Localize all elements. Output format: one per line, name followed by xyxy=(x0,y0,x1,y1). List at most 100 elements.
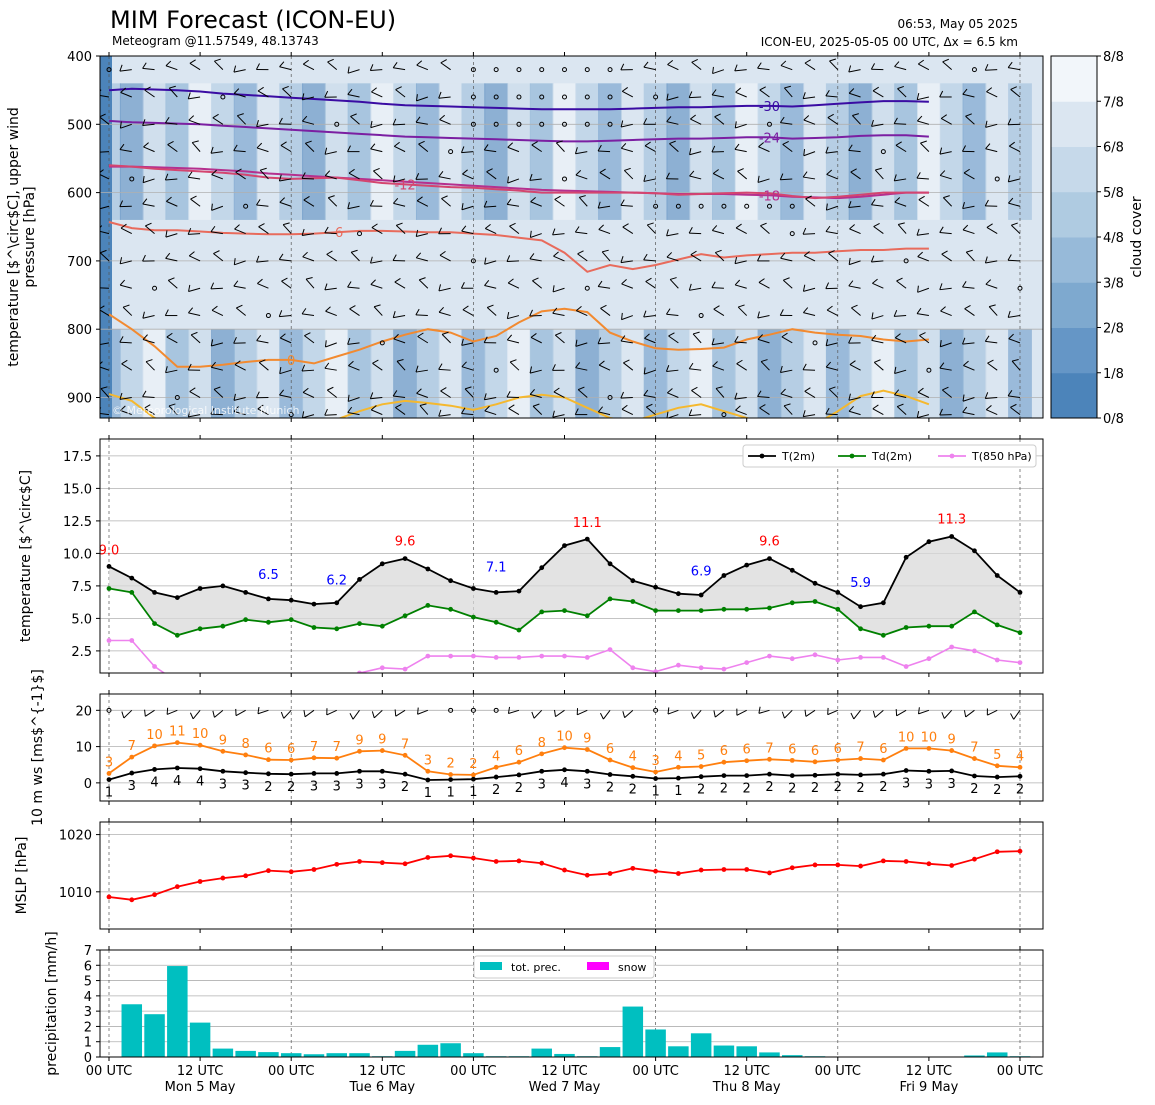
wind-barb xyxy=(392,390,406,399)
wind-speed-line-point xyxy=(789,773,795,779)
gust-label: 9 xyxy=(355,733,363,748)
cloud-cell xyxy=(939,329,964,418)
mslp-line-point xyxy=(152,892,157,898)
wind-barb xyxy=(737,304,748,316)
wind-barb xyxy=(918,707,930,715)
wind-speed-label: 2 xyxy=(697,783,705,798)
gust-line-point xyxy=(357,748,362,754)
wind-barb xyxy=(712,361,725,371)
y-tick-label: 5.0 xyxy=(71,612,92,627)
wind-barb xyxy=(119,64,132,72)
wind-speed-line-point xyxy=(266,771,271,777)
wind-barb xyxy=(691,58,702,71)
precip-bar xyxy=(417,1044,439,1057)
calm-marker xyxy=(721,203,727,209)
t2m-line-point xyxy=(767,556,772,561)
wind-barb xyxy=(715,386,725,398)
gust-label: 6 xyxy=(811,744,819,759)
wind-barb xyxy=(438,306,451,317)
wind-barb xyxy=(621,87,634,98)
y-tick-label: 2.5 xyxy=(71,645,92,660)
gust-label: 3 xyxy=(424,753,432,768)
t2m-line-point xyxy=(425,566,431,572)
td2m-line-point xyxy=(1017,630,1023,636)
wind-barb xyxy=(371,87,383,98)
wind-barb xyxy=(1007,310,1021,318)
t850-line-point xyxy=(653,669,658,673)
wind-barb xyxy=(620,199,633,207)
wind-barb xyxy=(531,709,543,719)
cloud-cell xyxy=(894,83,919,220)
y-tick-label: 800 xyxy=(67,323,92,338)
wind-barb xyxy=(145,222,155,234)
wind-barb xyxy=(416,60,429,71)
precip-bar xyxy=(121,1004,143,1057)
wind-barb xyxy=(984,256,998,264)
mslp-line-point xyxy=(539,860,545,866)
wind-barb xyxy=(599,710,611,720)
gust-label: 4 xyxy=(674,749,682,764)
calm-marker xyxy=(766,121,772,127)
wind-barb xyxy=(848,393,861,401)
wind-barb xyxy=(896,277,907,289)
td2m-line-point xyxy=(835,606,841,612)
wind-barb xyxy=(893,117,907,125)
y-tick-label: 700 xyxy=(67,255,92,270)
calm-marker xyxy=(607,94,613,100)
wind-barb xyxy=(189,59,201,71)
wind-barb xyxy=(483,144,497,153)
calm-marker xyxy=(698,203,704,209)
isotherm-label: 0 xyxy=(287,354,295,369)
wind-speed-line-point xyxy=(994,774,1000,780)
calm-marker xyxy=(653,203,659,209)
wind-barb xyxy=(597,144,611,153)
wind-barb xyxy=(415,229,428,237)
wind-barb xyxy=(940,114,952,125)
gust-label: 6 xyxy=(287,742,295,757)
wind-barb xyxy=(395,86,406,98)
wind-barb xyxy=(779,173,793,181)
wind-barb xyxy=(166,196,178,207)
wind-barb xyxy=(461,361,474,371)
wind-barb xyxy=(529,230,542,238)
wind-barb xyxy=(191,140,201,152)
t850-line-point xyxy=(220,693,225,698)
wind-speed-label: 2 xyxy=(834,780,842,795)
wind-speed-label: 4 xyxy=(196,775,204,790)
calm-marker xyxy=(379,340,385,346)
wind-barb xyxy=(850,710,861,720)
cloud-cell xyxy=(165,83,190,220)
y-tick-label: 900 xyxy=(67,392,92,407)
precip-bar xyxy=(622,1006,644,1057)
gust-label: 4 xyxy=(1016,749,1024,764)
panel-wind-frame xyxy=(99,693,1044,802)
gust-line-point xyxy=(607,757,613,763)
wind-barb xyxy=(598,360,611,371)
wind-speed-line-point xyxy=(972,773,977,779)
t2m-line-point xyxy=(448,578,454,584)
wind-barb xyxy=(804,59,816,71)
y-tick-label: 5 xyxy=(84,975,92,990)
t850-line-point xyxy=(994,657,1000,663)
wind-barb xyxy=(872,278,884,289)
wind-barb xyxy=(621,312,633,321)
colorbar-tick-label: 6/8 xyxy=(1103,141,1124,156)
wind-barb xyxy=(688,91,702,99)
wind-barb xyxy=(394,709,406,717)
t2m-line-point xyxy=(675,591,681,597)
td2m-line-point xyxy=(630,599,636,604)
t850-line-point xyxy=(425,653,431,659)
wind-barb xyxy=(712,169,725,180)
gust-label: 7 xyxy=(310,740,318,755)
cloud-cell xyxy=(643,83,668,220)
gust-label: 6 xyxy=(515,744,523,759)
wind-barb xyxy=(964,305,975,316)
wind-speed-line-point xyxy=(448,777,454,782)
wind-barb xyxy=(597,201,611,209)
y-tick-label: 17.5 xyxy=(63,450,92,465)
wind-barb xyxy=(483,200,497,208)
wind-barb xyxy=(916,228,929,236)
x-tick-label: Thu 8 May xyxy=(712,1080,781,1095)
wind-barb xyxy=(577,250,588,262)
wind-barb xyxy=(302,59,315,71)
